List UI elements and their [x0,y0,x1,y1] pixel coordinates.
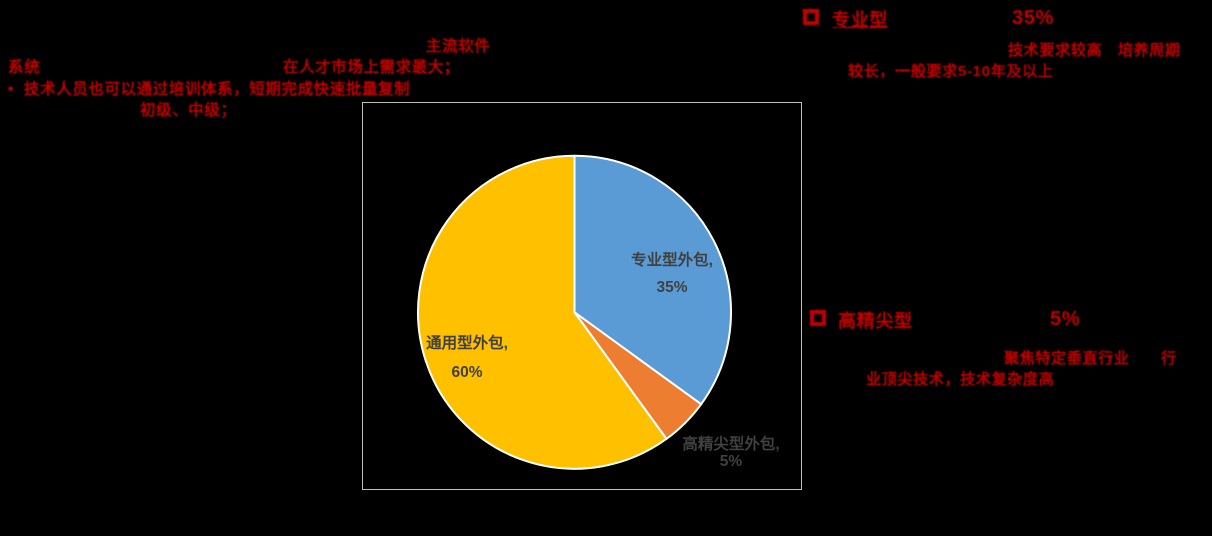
svg-text:5%: 5% [720,453,743,470]
svg-text:高精尖型外包,: 高精尖型外包, [682,434,779,453]
svg-text:60%: 60% [451,364,482,381]
svg-text:通用型外包,: 通用型外包, [426,333,508,352]
svg-text:35%: 35% [656,279,687,296]
svg-text:专业型外包,: 专业型外包, [631,250,713,269]
